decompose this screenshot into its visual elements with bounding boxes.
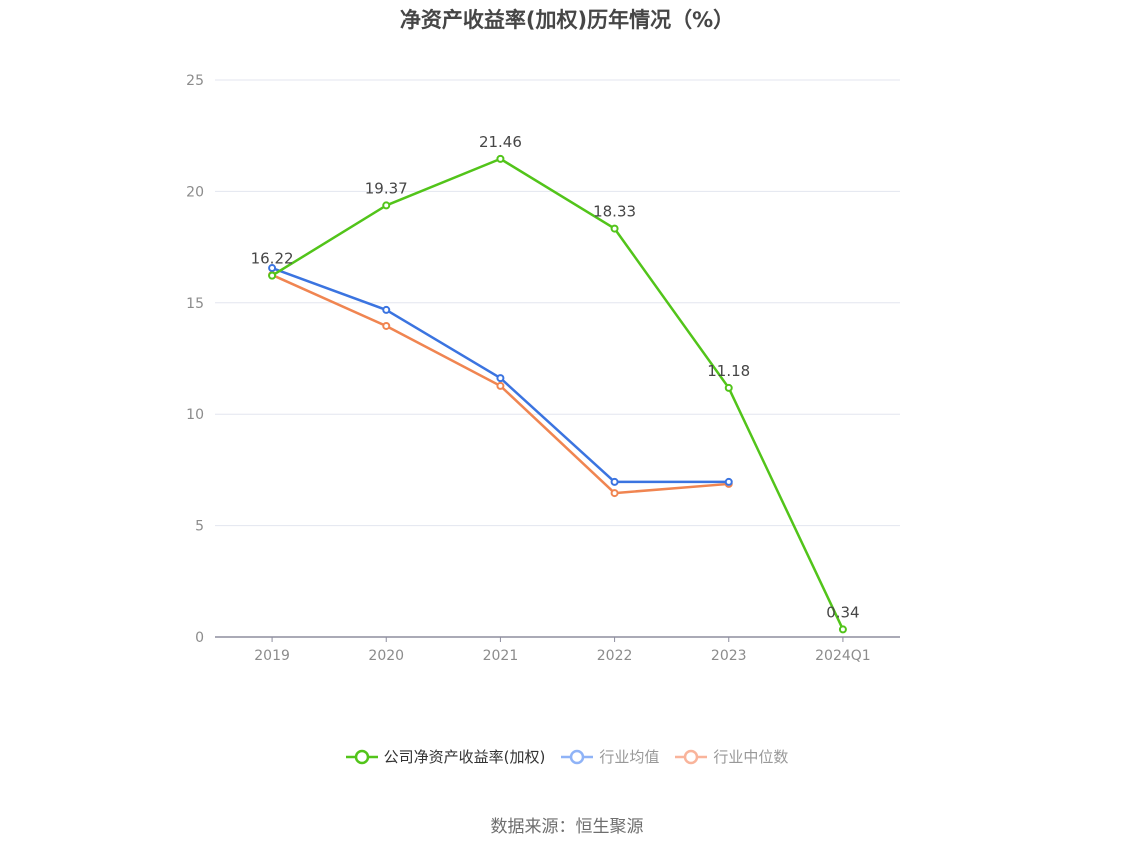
data-point[interactable] — [496, 154, 505, 163]
data-point[interactable] — [496, 374, 505, 383]
chart-legend: 公司净资产收益率(加权) 行业均值 行业中位数 — [0, 746, 1134, 767]
y-axis-ticks: 0 5 10 15 20 25 — [186, 73, 204, 646]
y-tick-label: 15 — [186, 296, 204, 312]
data-point[interactable] — [610, 477, 619, 486]
y-tick-label: 25 — [186, 73, 204, 89]
x-tick-label: 2021 — [483, 648, 519, 664]
series-lines — [268, 154, 847, 634]
data-label: 11.18 — [707, 362, 750, 380]
legend-line-circle-icon — [675, 749, 708, 764]
x-axis: 2019 2020 2021 2022 2023 2024Q1 — [215, 636, 900, 664]
data-label: 21.46 — [479, 133, 522, 151]
data-label: 18.33 — [593, 203, 636, 221]
data-label: 0.34 — [826, 603, 859, 621]
legend-line-circle-icon — [345, 749, 378, 764]
data-point[interactable] — [268, 264, 277, 273]
y-tick-label: 20 — [186, 184, 204, 200]
legend-line-circle-icon — [561, 749, 594, 764]
data-point[interactable] — [382, 201, 391, 210]
x-tick-label: 2019 — [254, 648, 290, 664]
y-tick-label: 5 — [195, 519, 204, 535]
legend-label: 行业均值 — [599, 748, 660, 766]
x-tick-label: 2022 — [597, 648, 633, 664]
data-point[interactable] — [496, 381, 505, 390]
data-label: 19.37 — [365, 179, 408, 197]
x-tick-label: 2024Q1 — [815, 648, 871, 664]
line-chart: 0 5 10 15 20 25 2019 2020 2021 2022 2023 2024Q1 16… — [186, 73, 900, 664]
data-point[interactable] — [724, 477, 733, 486]
y-gridlines — [215, 79, 900, 527]
legend-item-industry-median[interactable]: 行业中位数 — [675, 746, 788, 767]
chart-title: 净资产收益率(加权)历年情况（%） — [399, 8, 735, 32]
series-行业中位数 — [268, 270, 733, 498]
data-point[interactable] — [382, 321, 391, 330]
data-source: 数据来源：恒生聚源 — [490, 817, 644, 837]
legend-label: 公司净资产收益率(加权) — [383, 748, 546, 766]
data-point[interactable] — [268, 271, 277, 280]
data-point[interactable] — [610, 224, 619, 233]
y-tick-label: 10 — [186, 407, 204, 423]
data-label: 16.22 — [251, 250, 294, 268]
series-行业均值 — [268, 264, 733, 486]
data-point[interactable] — [724, 383, 733, 392]
x-tick-label: 2023 — [711, 648, 747, 664]
series-公司净资产收益率(加权) — [268, 154, 847, 634]
series-line — [271, 157, 845, 630]
legend-label: 行业中位数 — [713, 748, 789, 766]
legend-item-company-roe[interactable]: 公司净资产收益率(加权) — [345, 746, 546, 767]
data-labels: 16.22 19.37 21.46 18.33 11.18 0.34 — [251, 133, 860, 622]
data-point[interactable] — [610, 489, 619, 498]
legend-item-industry-average[interactable]: 行业均值 — [561, 746, 659, 767]
data-point[interactable] — [382, 305, 391, 314]
x-tick-label: 2020 — [368, 648, 404, 664]
data-point[interactable] — [838, 625, 847, 634]
y-tick-label: 0 — [195, 630, 204, 646]
